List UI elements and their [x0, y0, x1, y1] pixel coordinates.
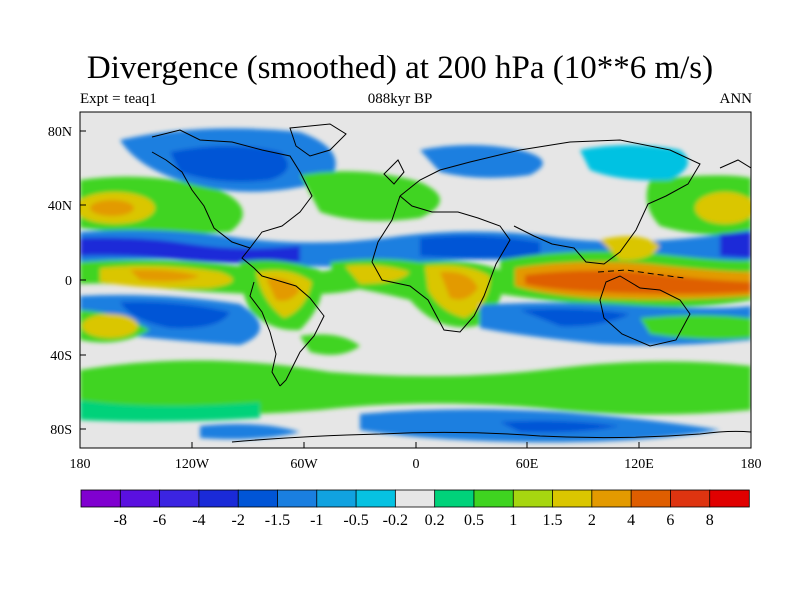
lon-tick-180w: 180: [70, 457, 91, 472]
colorbar-label: -4: [192, 512, 205, 529]
lat-tick-40s: 40S: [50, 349, 72, 364]
colorbar-label: -2: [232, 512, 245, 529]
colorbar-label: -1: [310, 512, 323, 529]
colorbar-label: -6: [153, 512, 166, 529]
colorbar-box: [159, 489, 200, 508]
colorbar-box: [80, 489, 121, 508]
contour-field: [80, 112, 751, 448]
colorbar-label: 8: [706, 512, 714, 529]
colorbar-box: [670, 489, 711, 508]
tick-marks: [79, 130, 752, 448]
colorbar-box: [473, 489, 514, 508]
lon-tick-60e: 60E: [516, 457, 539, 472]
colorbar-label: 2: [588, 512, 596, 529]
colorbar-box: [394, 489, 436, 508]
colorbar-box: [119, 489, 161, 508]
colorbar-box: [316, 489, 357, 508]
colorbar-label: 4: [627, 512, 635, 529]
lat-tick-80n: 80N: [48, 125, 72, 140]
lat-tick-40n: 40N: [48, 199, 72, 214]
colorbar-label: -0.5: [343, 512, 368, 529]
colorbar-box: [709, 489, 750, 508]
lat-tick-80s: 80S: [50, 423, 72, 438]
colorbar-label: 0.2: [425, 512, 445, 529]
colorbar-box: [277, 489, 318, 508]
contour-fills: [80, 128, 751, 443]
lat-tick-labels: 80N 40N 0 40S 80S: [48, 125, 72, 438]
lon-tick-120w: 120W: [175, 457, 210, 472]
colorbar-label: -1.5: [265, 512, 290, 529]
lon-tick-labels: 180 120W 60W 0 60E 120E 180: [70, 457, 762, 472]
colorbar-box: [552, 489, 593, 508]
colorbar-box: [591, 489, 632, 508]
colorbar-box: [630, 489, 672, 508]
experiment-label: Expt = teaq1: [80, 91, 157, 107]
lon-tick-180e: 180: [741, 457, 762, 472]
colorbar-box: [237, 489, 279, 508]
colorbar: -8 -6 -4 -2 -1.5 -1 -0.5 -0.2 0.2 0.5 1 1.5 2 4 6 8: [80, 489, 750, 529]
chart-title: Divergence (smoothed) at 200 hPa (10**6 …: [86, 50, 714, 86]
coastlines: [151, 123, 751, 443]
colorbar-label: -8: [114, 512, 127, 529]
lat-tick-0: 0: [65, 274, 72, 289]
colorbar-label: 0.5: [464, 512, 484, 529]
time-label: 088kyr BP: [367, 91, 433, 107]
lon-tick-120e: 120E: [624, 457, 654, 472]
colorbar-box: [434, 489, 475, 508]
colorbar-label: 1: [509, 512, 517, 529]
colorbar-box: [512, 489, 554, 508]
season-label: ANN: [719, 91, 753, 107]
colorbar-label: 1.5: [543, 512, 563, 529]
lon-tick-60w: 60W: [290, 457, 318, 472]
lon-tick-0: 0: [413, 457, 420, 472]
colorbar-label: 6: [666, 512, 674, 529]
colorbar-box: [198, 489, 239, 508]
colorbar-box: [355, 489, 397, 508]
colorbar-label: -0.2: [383, 512, 408, 529]
